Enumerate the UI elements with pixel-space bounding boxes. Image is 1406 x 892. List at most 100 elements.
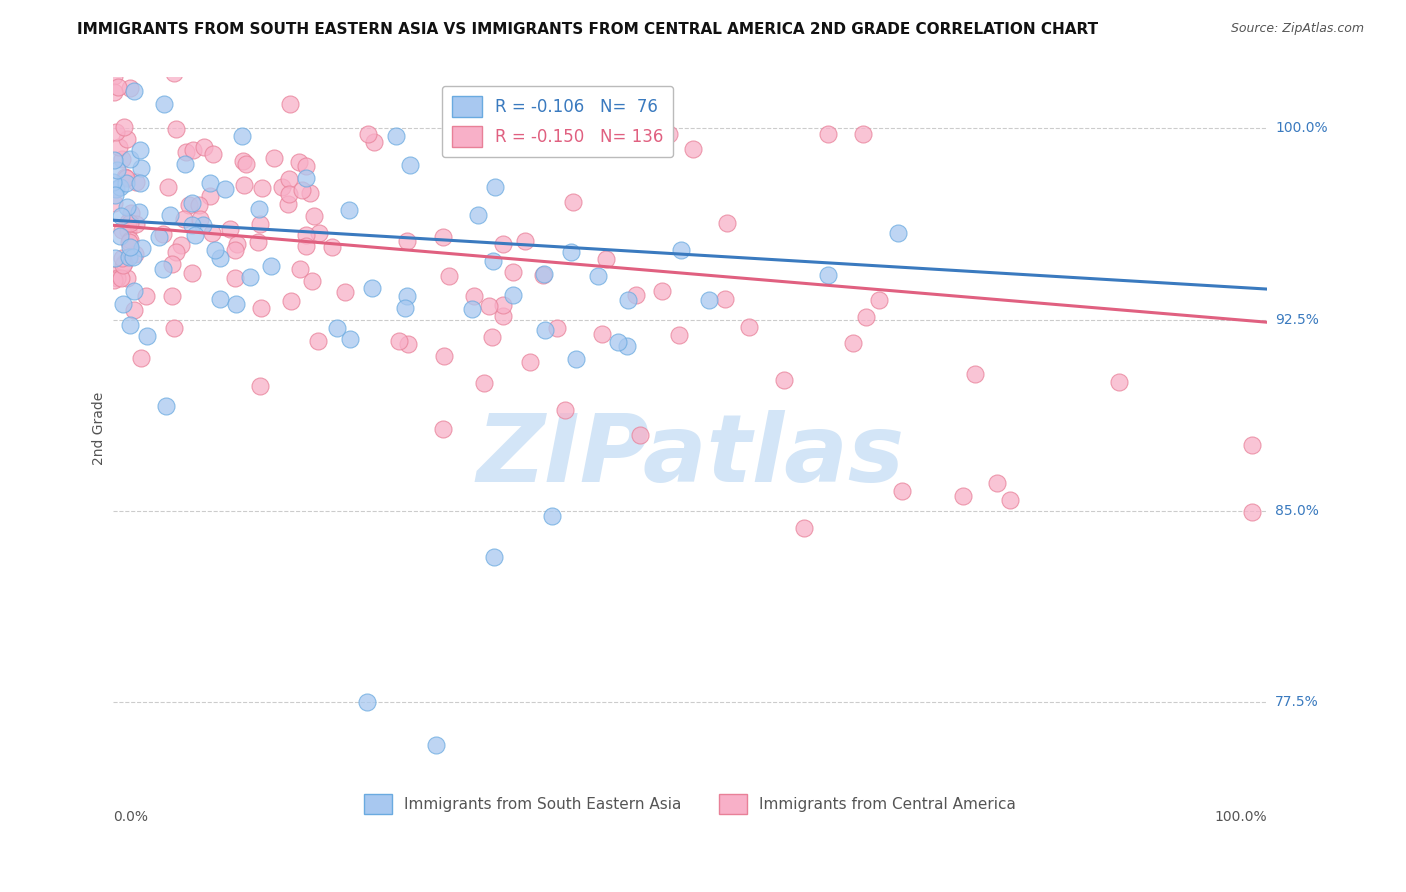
Point [502,265,524,279]
Point [852,127,875,141]
Point [249,217,271,231]
Point [124,247,146,261]
Point [124,303,146,318]
Point [112,297,135,311]
Point [111,152,134,166]
Point [586,268,609,283]
Point [108,229,131,244]
Point [181,143,204,157]
Point [110,209,132,223]
Point [239,269,262,284]
Point [198,176,221,190]
Point [174,145,197,160]
Point [118,233,141,247]
Point [225,297,247,311]
Point [467,208,489,222]
Point [112,58,135,72]
Point [200,188,222,202]
Point [103,175,125,189]
Point [105,162,128,177]
Point [128,205,150,219]
Point [738,319,761,334]
Point [209,252,232,266]
Point [108,179,131,194]
Point [986,476,1008,491]
Point [360,281,382,295]
Point [668,328,690,343]
Point [233,178,256,193]
Point [193,139,215,153]
Point [533,267,555,281]
Point [277,196,299,211]
Text: Source: ZipAtlas.com: Source: ZipAtlas.com [1230,22,1364,36]
Point [128,176,150,190]
Point [115,270,138,285]
Point [174,156,197,170]
Point [298,186,321,200]
Point [671,244,693,258]
Point [540,508,562,523]
Point [120,206,142,220]
Point [103,268,125,283]
Text: IMMIGRANTS FROM SOUTH EASTERN ASIA VS IMMIGRANTS FROM CENTRAL AMERICA 2ND GRADE : IMMIGRANTS FROM SOUTH EASTERN ASIA VS IM… [77,22,1098,37]
Point [519,355,541,369]
Point [1240,438,1263,452]
Point [114,171,136,186]
Point [437,268,460,283]
Point [616,293,638,307]
Point [224,243,246,257]
Point [395,289,418,303]
Point [103,47,125,62]
Point [716,216,738,230]
Point [111,223,134,237]
Point [159,208,181,222]
Point [886,226,908,240]
Point [533,323,555,337]
Point [326,321,349,335]
Text: 0.0%: 0.0% [114,810,148,824]
Text: 100.0%: 100.0% [1275,121,1327,136]
Point [163,321,186,335]
Point [433,349,456,363]
Point [124,284,146,298]
Point [432,230,454,244]
Point [118,318,141,332]
Point [793,521,815,535]
Point [112,255,135,269]
Point [118,81,141,95]
Point [117,224,139,238]
Point [231,128,253,143]
Point [339,333,361,347]
Point [105,270,128,285]
Point [162,289,184,303]
Point [122,84,145,98]
Point [333,285,356,299]
Point [155,400,177,414]
Point [120,240,142,254]
Point [817,127,839,141]
Point [152,261,174,276]
Point [295,171,318,186]
Point [103,85,125,99]
Point [157,179,180,194]
Point [201,147,224,161]
Point [117,215,139,229]
Point [308,227,330,241]
Point [114,169,136,184]
Legend: Immigrants from South Eastern Asia, Immigrants from Central America: Immigrants from South Eastern Asia, Immi… [359,789,1022,820]
Point [124,217,146,231]
Point [104,188,127,202]
Point [628,428,651,442]
Point [103,69,125,83]
Point [135,289,157,303]
Point [560,245,582,260]
Point [105,182,128,196]
Point [224,270,246,285]
Point [129,143,152,157]
Point [425,739,447,753]
Point [103,196,125,211]
Point [357,127,380,141]
Point [1108,375,1130,389]
Point [107,140,129,154]
Point [394,301,416,316]
